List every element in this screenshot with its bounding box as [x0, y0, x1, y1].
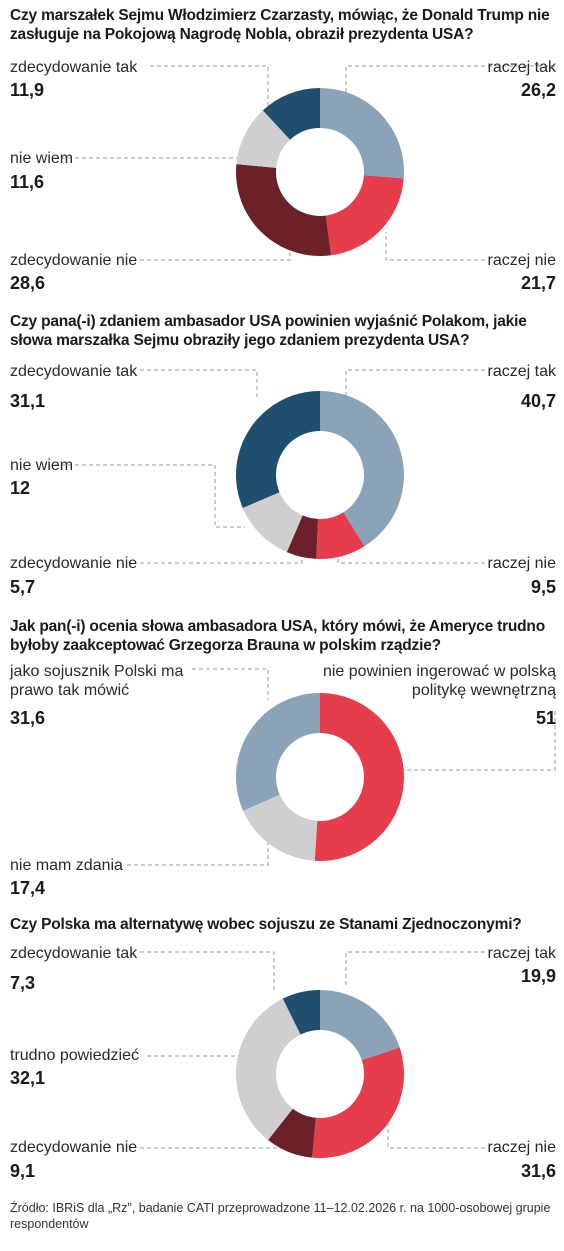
chart2-value-zdecydowanie-tak: 31,1 — [10, 391, 46, 411]
chart2-label-zdecydowanie-tak: zdecydowanie tak — [10, 363, 138, 380]
chart1-slice-nie-wiem — [236, 110, 291, 168]
chart2-slice-raczej-nie — [316, 512, 365, 559]
donut-group — [235, 88, 405, 1158]
chart4-slice-zdecydowanie-tak — [282, 990, 320, 1035]
chart4-slice-trudno-powiedzieć — [236, 998, 301, 1141]
chart2-slice-nie-wiem — [242, 492, 303, 553]
chart1-value-nie-wiem: 11,6 — [10, 172, 45, 192]
chart1-slice-raczej-tak — [320, 88, 404, 179]
chart1-label-raczej-nie: raczej nie — [487, 252, 556, 269]
chart3-value-sojusznik: 31,6 — [10, 708, 46, 728]
chart4-slice-raczej-tak — [320, 990, 400, 1061]
chart2-value-nie-wiem: 12 — [10, 478, 31, 498]
chart4-title: Czy Polska ma alternatywę wobec sojuszu … — [10, 916, 522, 933]
chart2-slice-zdecydowanie-nie — [286, 515, 319, 559]
chart4-value-raczej-tak: 19,9 — [520, 966, 556, 986]
chart1-label-nie-wiem: nie wiem — [10, 150, 74, 167]
chart2-label-raczej-tak: raczej tak — [487, 363, 556, 380]
chart3-label-sojusznik: jako sojusznik Polski ma prawo tak mówić — [10, 663, 184, 699]
chart3-title: Jak pan(-i) ocenia słowa ambasadora USA,… — [10, 618, 545, 654]
chart1-value-zdecydowanie-tak: 11,9 — [10, 80, 45, 100]
chart4-slice-raczej-nie — [312, 1047, 405, 1158]
chart1-value-raczej-tak: 26,2 — [520, 80, 556, 100]
chart3-label-nie-powinien: nie powinien ingerować w polską politykę… — [322, 663, 556, 699]
chart4-label-raczej-nie: raczej nie — [487, 1139, 556, 1156]
source-note: Źródło: IBRiS dla „Rz", badanie CATI prz… — [10, 1201, 551, 1231]
chart2-slice-zdecydowanie-tak — [235, 391, 320, 508]
chart4-value-trudno-powiedziec: 32,1 — [10, 1068, 46, 1088]
chart4-label-trudno-powiedziec: trudno powiedzieć — [10, 1047, 139, 1064]
chart4-label-raczej-tak: raczej tak — [487, 945, 556, 962]
chart4-value-zdecydowanie-tak: 7,3 — [10, 973, 36, 993]
chart3-slice-jako-sojusznik-polski-ma-prawo-tak-mówić — [235, 693, 320, 811]
chart2-value-raczej-tak: 40,7 — [520, 391, 556, 411]
chart3-label-nie-mam-zdania: nie mam zdania — [10, 857, 123, 874]
chart3-slice-nie-powinien-ingerować-w-polską-politykę-wewnętrzną — [314, 693, 404, 862]
chart2-label-raczej-nie: raczej nie — [487, 555, 556, 572]
chart2-value-zdecydowanie-nie: 5,7 — [10, 577, 36, 597]
chart1-slice-zdecydowanie-nie — [235, 164, 332, 256]
chart3-value-nie-mam-zdania: 17,4 — [10, 878, 46, 898]
chart1-slice-raczej-nie — [325, 175, 404, 256]
chart1-label-zdecydowanie-nie: zdecydowanie nie — [10, 252, 138, 269]
chart1-value-zdecydowanie-nie: 28,6 — [10, 273, 46, 293]
chart3-value-nie-powinien: 51 — [535, 708, 556, 728]
chart2-slice-raczej-tak — [320, 391, 405, 547]
chart1-label-raczej-tak: raczej tak — [487, 59, 556, 76]
chart1-label-zdecydowanie-tak: zdecydowanie tak — [10, 59, 138, 76]
chart1-title: Czy marszałek Sejmu Włodzimierz Czarzast… — [10, 7, 550, 43]
chart2-value-raczej-nie: 9,5 — [530, 577, 556, 597]
chart1-slice-zdecydowanie-tak — [262, 88, 320, 140]
chart2-label-nie-wiem: nie wiem — [10, 457, 74, 474]
chart4-label-zdecydowanie-nie: zdecydowanie nie — [10, 1139, 138, 1156]
chart2-title: Czy pana(-i) zdaniem ambasador USA powin… — [10, 313, 527, 349]
chart1-value-raczej-nie: 21,7 — [520, 273, 556, 293]
chart4-label-zdecydowanie-tak: zdecydowanie tak — [10, 945, 138, 962]
chart2-label-zdecydowanie-nie: zdecydowanie nie — [10, 555, 138, 572]
chart4-slice-zdecydowanie-nie — [268, 1108, 316, 1158]
chart4-value-raczej-nie: 31,6 — [520, 1161, 556, 1181]
chart4-value-zdecydowanie-nie: 9,1 — [10, 1161, 36, 1181]
chart3-slice-nie-mam-zdania — [243, 794, 318, 861]
